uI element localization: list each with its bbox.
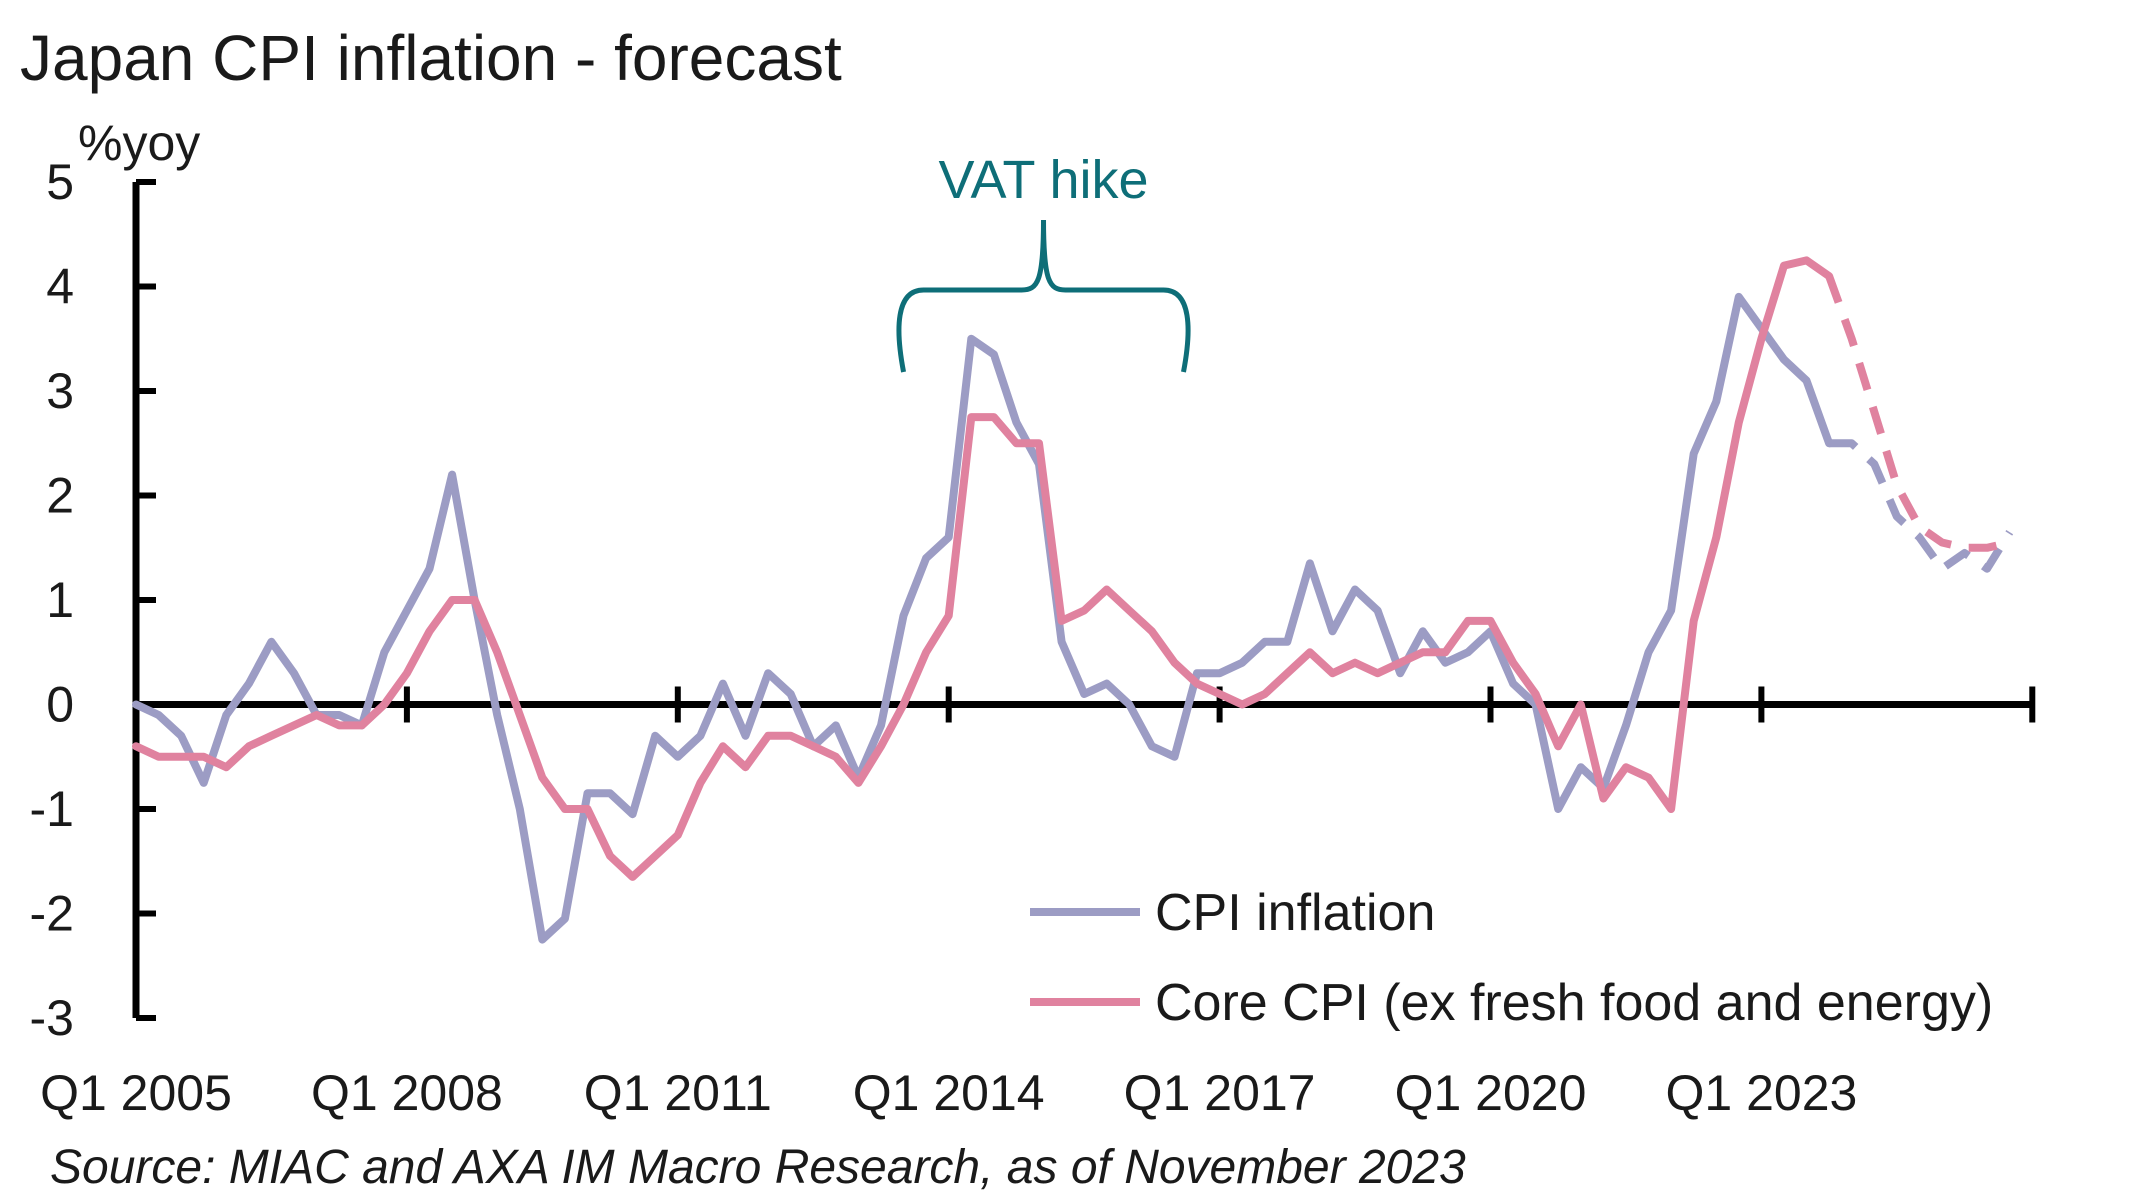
vat-hike-label: VAT hike	[938, 150, 1148, 210]
legend-label-core: Core CPI (ex fresh food and energy)	[1155, 974, 1993, 1032]
y-tick-label: 0	[46, 677, 74, 733]
chart-title: Japan CPI inflation - forecast	[20, 22, 842, 94]
y-tick-label: 3	[46, 363, 74, 419]
y-tick-label: 1	[46, 572, 74, 628]
y-tick-label: -2	[30, 886, 74, 942]
core-actual-line	[132, 256, 1834, 881]
y-tick-label: 5	[46, 154, 74, 210]
y-tick-label: -3	[30, 990, 74, 1046]
legend-label-cpi: CPI inflation	[1155, 884, 1435, 942]
series-lines	[132, 256, 2014, 944]
x-tick-label: Q1 2017	[1124, 1065, 1316, 1121]
x-tick-label: Q1 2011	[584, 1065, 772, 1121]
x-tick-label: Q1 2005	[40, 1065, 232, 1121]
axes: -3 -2 -1 0 1 2 3 4 5 Q1 2005 Q1 2008 Q1 2011 Q1 2014…	[30, 154, 2036, 1121]
vat-hike-annotation: VAT hike	[896, 150, 1191, 373]
x-tick-label: Q1 2023	[1665, 1065, 1857, 1121]
x-tick-label: Q1 2014	[853, 1065, 1045, 1121]
core-forecast-line	[1825, 274, 2011, 552]
source-note: Source: MIAC and AXA IM Macro Research, …	[50, 1141, 1466, 1194]
legend: CPI inflation Core CPI (ex fresh food and…	[1030, 884, 1993, 1032]
y-axis-unit-label: %yoy	[78, 115, 200, 171]
vat-hike-bracket	[896, 219, 1191, 373]
y-tick-label: -1	[30, 781, 74, 837]
x-tick-label: Q1 2020	[1395, 1065, 1587, 1121]
cpi-actual-line	[132, 292, 1834, 944]
x-tick-label: Q1 2008	[311, 1065, 503, 1121]
cpi-forecast-line	[1829, 439, 2014, 573]
y-tick-label: 2	[46, 468, 74, 524]
y-tick-label: 4	[46, 259, 74, 315]
